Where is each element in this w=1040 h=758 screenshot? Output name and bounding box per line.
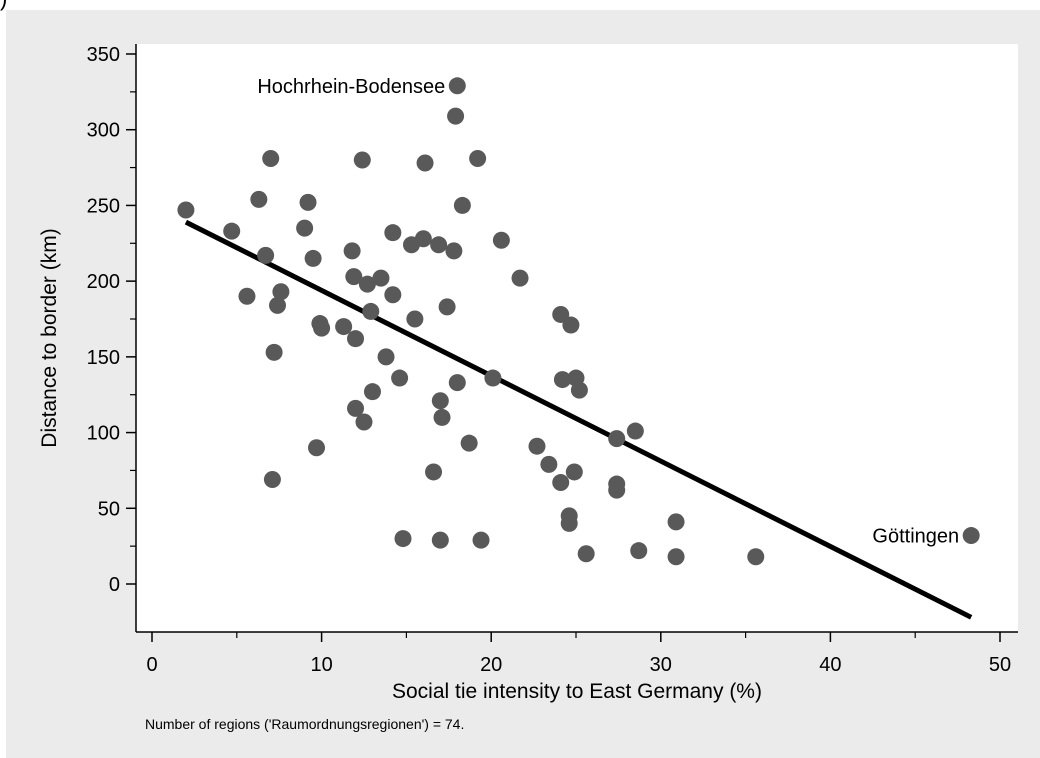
- data-point: [438, 298, 456, 316]
- y-tick-label: 350: [87, 44, 120, 66]
- y-tick-label: 50: [98, 498, 120, 520]
- x-tick-label: 30: [650, 654, 672, 676]
- data-point: [347, 399, 365, 417]
- x-tick-label: 50: [989, 654, 1011, 676]
- data-point: [304, 249, 322, 267]
- data-point: [358, 275, 376, 293]
- data-point: [626, 422, 644, 440]
- data-point: [430, 236, 448, 254]
- data-point: [667, 548, 685, 566]
- data-point: [962, 527, 980, 545]
- data-point: [353, 151, 371, 169]
- y-tick-label: 150: [87, 347, 120, 369]
- points-group: [177, 77, 980, 566]
- data-point: [416, 154, 434, 172]
- data-point: [223, 222, 241, 240]
- data-point: [262, 149, 280, 167]
- data-point: [433, 408, 451, 426]
- data-point: [552, 305, 570, 323]
- data-point: [448, 77, 466, 95]
- data-point: [384, 224, 402, 242]
- data-point: [265, 343, 283, 361]
- y-axis-title: Distance to border (km): [38, 228, 61, 447]
- data-point: [345, 268, 363, 286]
- data-point: [394, 530, 412, 548]
- data-point: [492, 231, 510, 249]
- x-axis-title: Social tie intensity to East Germany (%): [392, 680, 762, 703]
- fit-line: [184, 219, 973, 620]
- data-point: [406, 310, 424, 328]
- y-tick-label: 0: [109, 574, 120, 596]
- data-point: [469, 149, 487, 167]
- data-point: [377, 348, 395, 366]
- data-point: [667, 513, 685, 531]
- data-point: [511, 269, 529, 287]
- data-point: [484, 369, 502, 387]
- data-point: [425, 463, 443, 481]
- data-point: [313, 319, 331, 337]
- data-point: [362, 302, 380, 320]
- data-point: [391, 369, 409, 387]
- data-point: [335, 318, 353, 336]
- data-point: [570, 381, 588, 399]
- data-point: [177, 201, 195, 219]
- point-annotation: Göttingen: [872, 526, 959, 548]
- x-tick-label: 10: [310, 654, 332, 676]
- data-point: [363, 383, 381, 401]
- data-point: [343, 242, 361, 260]
- data-point: [565, 463, 583, 481]
- fit-line-group: [184, 219, 973, 620]
- data-point: [355, 413, 373, 431]
- data-point: [747, 548, 765, 566]
- panel-label: ): [0, 0, 7, 12]
- y-tick-label: 250: [87, 195, 120, 217]
- annotations-group: Hochrhein-Bodensee Göttingen: [257, 76, 959, 548]
- data-point: [552, 474, 570, 492]
- ticks: 0 10 20 30 40 50 0 50 100 150 200 250 300 350: [87, 44, 1012, 676]
- x-tick-label: 0: [146, 654, 157, 676]
- data-point: [308, 439, 326, 457]
- data-point: [431, 392, 449, 410]
- data-point: [414, 230, 432, 248]
- data-point: [347, 330, 365, 348]
- data-point: [472, 531, 490, 549]
- data-point: [608, 430, 626, 448]
- data-point: [630, 542, 648, 560]
- data-point: [250, 190, 268, 208]
- data-point: [257, 246, 275, 264]
- data-point: [448, 374, 466, 392]
- point-annotation: Hochrhein-Bodensee: [257, 76, 445, 98]
- data-point: [263, 471, 281, 489]
- data-point: [431, 531, 449, 549]
- data-point: [608, 481, 626, 499]
- y-tick-label: 200: [87, 271, 120, 293]
- data-point: [372, 269, 390, 287]
- data-point: [384, 286, 402, 304]
- x-tick-label: 20: [480, 654, 502, 676]
- chart-note: Number of regions ('Raumordnungsregionen…: [145, 716, 464, 732]
- data-point: [528, 437, 546, 455]
- data-point: [460, 434, 478, 452]
- data-point: [445, 242, 463, 260]
- data-point: [272, 283, 290, 301]
- data-point: [540, 455, 558, 473]
- plot-area: [136, 44, 1018, 632]
- data-point: [453, 196, 471, 214]
- data-point: [238, 287, 256, 305]
- data-point: [553, 371, 571, 389]
- data-point: [562, 316, 580, 334]
- data-point: [577, 545, 595, 563]
- data-point: [299, 193, 317, 211]
- data-point: [447, 107, 465, 125]
- y-tick-label: 100: [87, 423, 120, 445]
- data-point: [560, 514, 578, 532]
- data-point: [269, 296, 287, 314]
- data-point: [296, 219, 314, 237]
- axes: [135, 44, 1018, 633]
- x-tick-label: 40: [819, 654, 841, 676]
- y-tick-label: 300: [87, 120, 120, 142]
